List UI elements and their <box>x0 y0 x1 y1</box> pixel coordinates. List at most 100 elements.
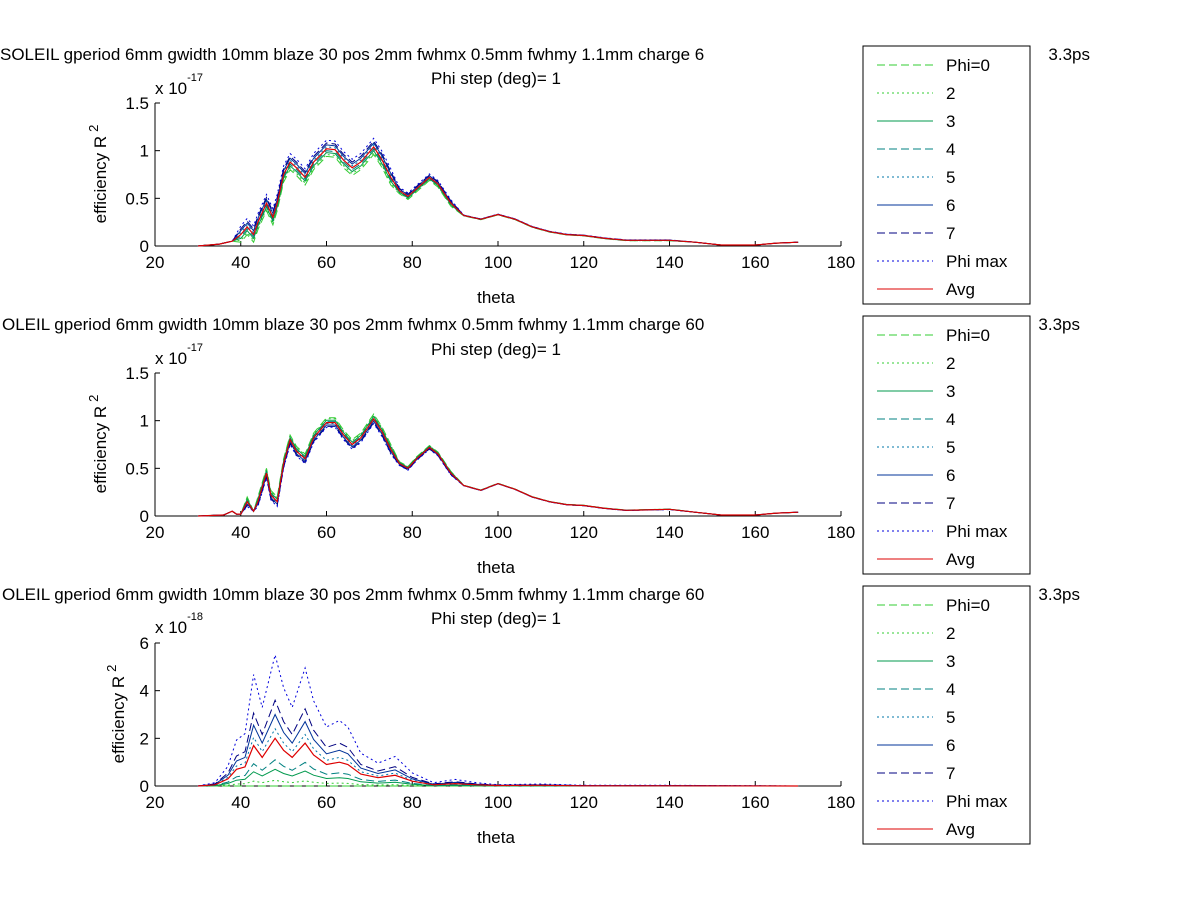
y-tick-label: 1 <box>140 142 149 161</box>
subplot-3-axes-box <box>155 643 841 786</box>
x-tick-label: 120 <box>570 253 598 272</box>
subplot-1-ylabel-text: efficiency R <box>91 136 110 224</box>
legend-entry-label: 6 <box>946 736 955 755</box>
subplot-2-ylabel: efficiency R 2 <box>86 395 110 494</box>
x-tick-label: 20 <box>146 793 165 812</box>
legend-box <box>862 585 1031 845</box>
x-tick-label: 60 <box>317 523 336 542</box>
x-tick-label: 80 <box>403 793 422 812</box>
legend-entry-label: 4 <box>946 410 955 429</box>
x-tick-label: 80 <box>403 253 422 272</box>
legend-entry-label: 6 <box>946 196 955 215</box>
legend-box <box>862 45 1031 305</box>
subplot-3-ylabel-text: efficiency R <box>109 676 128 764</box>
x-tick-label: 20 <box>146 523 165 542</box>
legend-entry-label: Phi max <box>946 522 1008 541</box>
subplot-1-y-multiplier: x 10-17 <box>155 72 203 98</box>
subplot-2-title-tail: 3.3ps <box>1038 315 1080 334</box>
legend-3: Phi=0 2 3 4 5 6 7 Phi max Avg <box>862 585 1031 845</box>
series-line-avg <box>197 417 799 517</box>
legend-entry-label: 5 <box>946 708 955 727</box>
subplot-3-plot-area <box>154 642 842 787</box>
series-line-phi-max <box>197 654 799 787</box>
y-tick-label: 0.5 <box>125 189 149 208</box>
legend-entry-label: Phi max <box>946 252 1008 271</box>
x-tick-label: 140 <box>655 523 683 542</box>
subplot-3-title: OLEIL gperiod 6mm gwidth 10mm blaze 30 p… <box>2 585 704 604</box>
subplot-1-y-multiplier-base: x 10 <box>155 79 187 98</box>
series-line-phi-max <box>197 137 799 247</box>
x-tick-label: 180 <box>827 793 855 812</box>
legend-entry-label: 7 <box>946 494 955 513</box>
subplot-3-y-multiplier-base: x 10 <box>155 618 187 637</box>
y-tick-label: 1 <box>140 412 149 431</box>
legend-entry-label: 5 <box>946 168 955 187</box>
legend-entry-label: Phi max <box>946 792 1008 811</box>
legend-box <box>862 315 1031 575</box>
x-tick-label: 160 <box>741 523 769 542</box>
subplot-2-y-multiplier-base: x 10 <box>155 349 187 368</box>
legend-entry-label: Phi=0 <box>946 56 990 75</box>
x-tick-label: 60 <box>317 253 336 272</box>
subplot-3-ylabel-sup: 2 <box>104 665 119 672</box>
y-tick-label: 0 <box>140 777 149 796</box>
subplot-2-xlabel: theta <box>477 558 515 577</box>
subplot-1-y-multiplier-exp: -17 <box>187 72 203 84</box>
subplot-2-ylabel-text: efficiency R <box>91 406 110 494</box>
x-tick-label: 160 <box>741 793 769 812</box>
subplot-1-title-tail: 3.3ps <box>1048 45 1090 64</box>
series-line-phi-max <box>197 422 799 517</box>
subplot-1-ylabel-sup: 2 <box>86 125 101 132</box>
x-tick-label: 20 <box>146 253 165 272</box>
legend-entry-label: 4 <box>946 680 955 699</box>
x-tick-label: 40 <box>231 523 250 542</box>
x-tick-label: 180 <box>827 523 855 542</box>
subplot-1-subtitle: Phi step (deg)= 1 <box>431 69 561 88</box>
x-tick-label: 40 <box>231 793 250 812</box>
subplot-2: OLEIL gperiod 6mm gwidth 10mm blaze 30 p… <box>2 315 1080 577</box>
y-tick-label: 0 <box>140 507 149 526</box>
subplot-1-plot-area <box>154 102 842 247</box>
series-line-avg <box>197 145 799 247</box>
series-line-2 <box>197 779 799 787</box>
subplot-2-plot-area <box>154 372 842 517</box>
subplot-3-subtitle: Phi step (deg)= 1 <box>431 609 561 628</box>
legend-entry-label: 2 <box>946 624 955 643</box>
x-tick-label: 180 <box>827 253 855 272</box>
legend-entry-label: 5 <box>946 438 955 457</box>
subplot-2-y-multiplier-exp: -17 <box>187 342 203 354</box>
x-tick-label: 100 <box>484 793 512 812</box>
y-tick-label: 1.5 <box>125 94 149 113</box>
subplot-1: SOLEIL gperiod 6mm gwidth 10mm blaze 30 … <box>0 45 1090 307</box>
legend-entry-label: Avg <box>946 820 975 839</box>
x-tick-label: 100 <box>484 253 512 272</box>
subplot-3: OLEIL gperiod 6mm gwidth 10mm blaze 30 p… <box>2 585 1080 847</box>
legend-entry-label: 2 <box>946 354 955 373</box>
legend-entry-label: Phi=0 <box>946 596 990 615</box>
legend-entry-label: 3 <box>946 112 955 131</box>
series-line-5 <box>197 144 799 247</box>
series-line-avg <box>197 737 799 787</box>
x-tick-label: 160 <box>741 253 769 272</box>
y-tick-label: 2 <box>140 729 149 748</box>
subplot-3-y-multiplier-exp: -18 <box>187 611 203 623</box>
legend-entry-label: 3 <box>946 382 955 401</box>
y-tick-label: 0 <box>140 237 149 256</box>
y-tick-label: 0.5 <box>125 459 149 478</box>
legend-entry-label: Avg <box>946 280 975 299</box>
subplot-2-ylabel-sup: 2 <box>86 395 101 402</box>
legend-1: Phi=0 2 3 4 5 6 7 Phi max Avg <box>862 45 1031 305</box>
x-tick-label: 60 <box>317 793 336 812</box>
y-tick-label: 6 <box>140 634 149 653</box>
subplot-2-axes-box <box>155 373 841 516</box>
legend-2: Phi=0 2 3 4 5 6 7 Phi max Avg <box>862 315 1031 575</box>
series-line-7 <box>197 421 799 517</box>
y-tick-label: 4 <box>140 682 149 701</box>
subplot-3-ylabel: efficiency R 2 <box>104 665 128 764</box>
legend-entry-label: 2 <box>946 84 955 103</box>
legend-entry-label: 7 <box>946 224 955 243</box>
x-tick-label: 100 <box>484 523 512 542</box>
x-tick-label: 40 <box>231 253 250 272</box>
y-tick-label: 1.5 <box>125 364 149 383</box>
x-tick-label: 120 <box>570 793 598 812</box>
